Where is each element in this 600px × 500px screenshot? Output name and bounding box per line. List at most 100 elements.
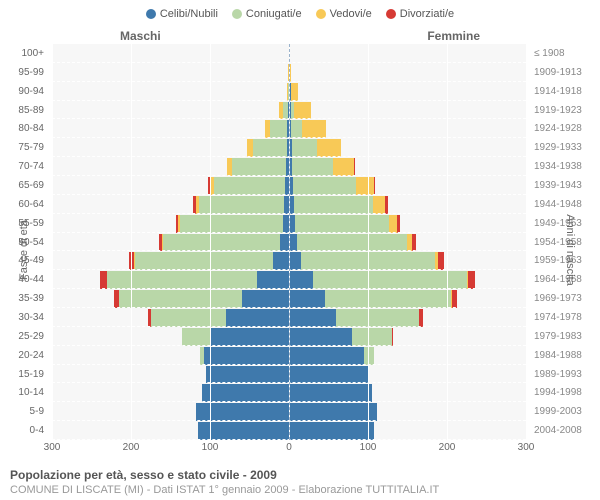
bar-segment: [289, 234, 297, 252]
y-left-tick: 15-19: [0, 365, 48, 384]
male-bar: [52, 290, 289, 308]
y-left-tick: 90-94: [0, 82, 48, 101]
female-bar: [289, 366, 526, 384]
x-axis: 3002001000100200300: [52, 442, 526, 456]
bar-segment: [226, 309, 289, 327]
grid-line: [447, 44, 448, 440]
female-bar: [289, 139, 526, 157]
bar-segment: [419, 309, 423, 327]
chart-subtitle: COMUNE DI LISCATE (MI) - Dati ISTAT 1° g…: [10, 484, 590, 496]
y-left-tick: 0-4: [0, 421, 48, 440]
y-right-tick: 2004-2008: [530, 421, 600, 440]
y-left-tick: 35-39: [0, 289, 48, 308]
female-bar: [289, 102, 526, 120]
bar-segment: [119, 290, 241, 308]
legend-swatch: [146, 9, 156, 19]
female-bar: [289, 290, 526, 308]
legend-label: Divorziati/e: [400, 8, 454, 20]
bar-segment: [289, 252, 301, 270]
male-bar: [52, 177, 289, 195]
bar-segment: [151, 309, 226, 327]
male-bar: [52, 102, 289, 120]
y-right-tick: 1984-1988: [530, 346, 600, 365]
male-bar: [52, 347, 289, 365]
bar-segment: [385, 196, 388, 214]
bar-segment: [325, 290, 451, 308]
female-bar: [289, 271, 526, 289]
female-bar: [289, 215, 526, 233]
bar-segment: [317, 139, 341, 157]
y-right-tick: 1974-1978: [530, 308, 600, 327]
female-bar: [289, 64, 526, 82]
y-right-tick: 1969-1973: [530, 289, 600, 308]
y-right-tick: 1939-1943: [530, 176, 600, 195]
y-right-tick: 1999-2003: [530, 402, 600, 421]
male-bar: [52, 234, 289, 252]
male-bar: [52, 139, 289, 157]
y-left-tick: 60-64: [0, 195, 48, 214]
female-bar: [289, 328, 526, 346]
y-right-tick: 1934-1938: [530, 157, 600, 176]
bar-segment: [270, 120, 287, 138]
bar-segment: [206, 366, 289, 384]
bar-segment: [280, 234, 289, 252]
bar-segment: [452, 290, 458, 308]
x-tick: 100: [202, 442, 219, 453]
bar-segment: [289, 403, 377, 421]
bar-segment: [242, 290, 289, 308]
bar-segment: [352, 328, 391, 346]
bar-segment: [295, 215, 390, 233]
y-left-tick: 85-89: [0, 101, 48, 120]
bar-segment: [373, 196, 385, 214]
female-bar: [289, 422, 526, 440]
male-bar: [52, 196, 289, 214]
legend-label: Coniugati/e: [246, 8, 302, 20]
bar-segment: [389, 215, 397, 233]
bar-segment: [135, 252, 273, 270]
legend: Celibi/NubiliConiugati/eVedovi/eDivorzia…: [0, 0, 600, 24]
bar-segment: [412, 234, 416, 252]
bar-segment: [397, 215, 400, 233]
bar-segment: [356, 177, 373, 195]
grid-line: [210, 44, 211, 440]
bar-segment: [313, 271, 467, 289]
grid-line: [368, 44, 369, 440]
bar-segment: [289, 290, 325, 308]
female-bar: [289, 120, 526, 138]
chart-footer: Popolazione per età, sesso e stato civil…: [10, 468, 590, 496]
y-right-tick: 1924-1928: [530, 119, 600, 138]
y-right-tick: 1919-1923: [530, 101, 600, 120]
bar-segment: [214, 177, 285, 195]
y-axis-right-title: Anni di nascita: [564, 214, 576, 286]
y-left-tick: 25-29: [0, 327, 48, 346]
female-bar: [289, 384, 526, 402]
y-left-tick: 5-9: [0, 402, 48, 421]
male-bar: [52, 83, 289, 101]
bar-segment: [336, 309, 419, 327]
y-right-tick: 1914-1918: [530, 82, 600, 101]
bar-segment: [289, 422, 374, 440]
male-bar: [52, 384, 289, 402]
female-bar: [289, 158, 526, 176]
male-bar: [52, 120, 289, 138]
bar-segment: [273, 252, 289, 270]
legend-item: Celibi/Nubili: [146, 8, 218, 20]
male-bar: [52, 158, 289, 176]
bar-segment: [199, 196, 284, 214]
male-bar: [52, 215, 289, 233]
male-bar: [52, 328, 289, 346]
female-bar: [289, 403, 526, 421]
bar-segment: [468, 271, 475, 289]
y-right-tick: ≤ 1908: [530, 44, 600, 63]
chart-title: Popolazione per età, sesso e stato civil…: [10, 468, 590, 482]
bar-segment: [289, 271, 313, 289]
male-bar: [52, 309, 289, 327]
legend-label: Celibi/Nubili: [160, 8, 218, 20]
bar-segment: [289, 347, 364, 365]
male-column-label: Maschi: [120, 29, 161, 43]
bar-segment: [210, 328, 289, 346]
bar-segment: [204, 347, 289, 365]
y-left-tick: 65-69: [0, 176, 48, 195]
bar-segment: [163, 234, 280, 252]
bar-segment: [354, 158, 355, 176]
